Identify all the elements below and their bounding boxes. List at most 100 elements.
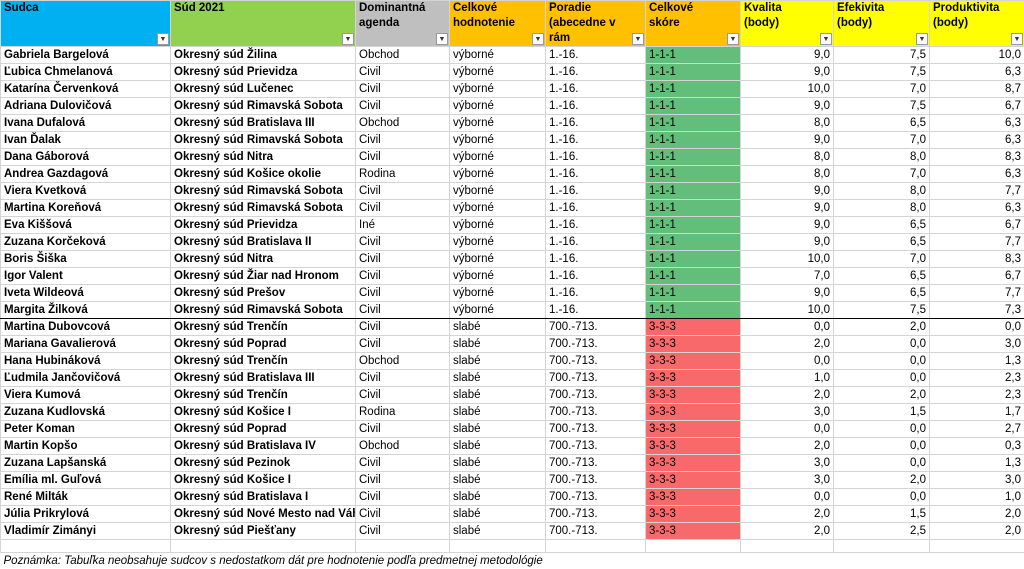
filter-button[interactable]: ▼ bbox=[342, 33, 354, 45]
cell: 8,7 bbox=[930, 81, 1024, 98]
cell: Okresný súd Rimavská Sobota bbox=[171, 132, 356, 149]
cell: Obchod bbox=[356, 438, 450, 455]
cell: 3-3-3 bbox=[646, 506, 741, 523]
filter-button[interactable]: ▼ bbox=[820, 33, 832, 45]
cell: Civil bbox=[356, 234, 450, 251]
cell: 2,3 bbox=[930, 387, 1024, 404]
cell: slabé bbox=[450, 455, 546, 472]
filter-button[interactable]: ▼ bbox=[157, 33, 169, 45]
cell: 700.-713. bbox=[546, 489, 646, 506]
cell: Obchod bbox=[356, 47, 450, 64]
filter-button[interactable]: ▼ bbox=[1011, 33, 1023, 45]
cell: slabé bbox=[450, 319, 546, 336]
cell: 1-1-1 bbox=[646, 285, 741, 302]
empty-cell bbox=[356, 540, 450, 553]
cell: Okresný súd Prievidza bbox=[171, 217, 356, 234]
cell: výborné bbox=[450, 115, 546, 132]
filter-button[interactable]: ▼ bbox=[727, 33, 739, 45]
cell: slabé bbox=[450, 506, 546, 523]
cell: Boris Šiška bbox=[1, 251, 171, 268]
header-text: Celkové hodnotenie bbox=[453, 2, 515, 29]
cell: 3,0 bbox=[741, 404, 834, 421]
cell: Okresný súd Prievidza bbox=[171, 64, 356, 81]
cell: 1.-16. bbox=[546, 251, 646, 268]
cell: Civil bbox=[356, 370, 450, 387]
cell: 0,0 bbox=[930, 319, 1024, 336]
column-header: Celkové skóre▼ bbox=[646, 1, 741, 47]
cell: slabé bbox=[450, 387, 546, 404]
cell: Igor Valent bbox=[1, 268, 171, 285]
cell: 700.-713. bbox=[546, 387, 646, 404]
cell: 700.-713. bbox=[546, 455, 646, 472]
cell: 700.-713. bbox=[546, 370, 646, 387]
cell: výborné bbox=[450, 64, 546, 81]
cell: 1.-16. bbox=[546, 149, 646, 166]
cell: Emília ml. Guľová bbox=[1, 472, 171, 489]
cell: 2,0 bbox=[741, 523, 834, 540]
cell: Okresný súd Prešov bbox=[171, 285, 356, 302]
cell: 7,0 bbox=[741, 268, 834, 285]
cell: slabé bbox=[450, 472, 546, 489]
cell: výborné bbox=[450, 217, 546, 234]
cell: 1,5 bbox=[834, 404, 930, 421]
cell: 6,5 bbox=[834, 268, 930, 285]
cell: 6,3 bbox=[930, 166, 1024, 183]
cell: Civil bbox=[356, 455, 450, 472]
column-header: Súd 2021▼ bbox=[171, 1, 356, 47]
cell: 9,0 bbox=[741, 234, 834, 251]
header-text: Kvalita (body) bbox=[744, 2, 782, 29]
cell: 2,0 bbox=[930, 523, 1024, 540]
cell: Okresný súd Rimavská Sobota bbox=[171, 183, 356, 200]
cell: 9,0 bbox=[741, 183, 834, 200]
cell: Iveta Wildeová bbox=[1, 285, 171, 302]
column-header: Dominantná agenda▼ bbox=[356, 1, 450, 47]
cell: 1.-16. bbox=[546, 47, 646, 64]
filter-button[interactable]: ▼ bbox=[632, 33, 644, 45]
cell: Civil bbox=[356, 285, 450, 302]
cell: 0,0 bbox=[834, 421, 930, 438]
cell: 7,0 bbox=[834, 132, 930, 149]
cell: 6,7 bbox=[930, 98, 1024, 115]
cell: Mariana Gavalierová bbox=[1, 336, 171, 353]
filter-button[interactable]: ▼ bbox=[916, 33, 928, 45]
cell: slabé bbox=[450, 438, 546, 455]
cell: 1-1-1 bbox=[646, 132, 741, 149]
cell: 0,0 bbox=[834, 353, 930, 370]
cell: 1,3 bbox=[930, 455, 1024, 472]
cell: 700.-713. bbox=[546, 506, 646, 523]
cell: Civil bbox=[356, 421, 450, 438]
cell: Rodina bbox=[356, 166, 450, 183]
filter-button[interactable]: ▼ bbox=[532, 33, 544, 45]
cell: 700.-713. bbox=[546, 523, 646, 540]
cell: 700.-713. bbox=[546, 421, 646, 438]
cell: 0,0 bbox=[741, 421, 834, 438]
cell: Civil bbox=[356, 387, 450, 404]
cell: 9,0 bbox=[741, 200, 834, 217]
cell: 1-1-1 bbox=[646, 98, 741, 115]
cell: Katarína Červenková bbox=[1, 81, 171, 98]
cell: 700.-713. bbox=[546, 438, 646, 455]
cell: 1,0 bbox=[930, 489, 1024, 506]
cell: 700.-713. bbox=[546, 336, 646, 353]
cell: 7,7 bbox=[930, 234, 1024, 251]
cell: slabé bbox=[450, 370, 546, 387]
cell: Okresný súd Rimavská Sobota bbox=[171, 98, 356, 115]
cell: výborné bbox=[450, 285, 546, 302]
cell: 3-3-3 bbox=[646, 387, 741, 404]
cell: 7,3 bbox=[930, 302, 1024, 319]
cell: Civil bbox=[356, 489, 450, 506]
filter-button[interactable]: ▼ bbox=[436, 33, 448, 45]
cell: 1.-16. bbox=[546, 132, 646, 149]
cell: Adriana Dulovičová bbox=[1, 98, 171, 115]
cell: Civil bbox=[356, 336, 450, 353]
cell: Okresný súd Trenčín bbox=[171, 353, 356, 370]
